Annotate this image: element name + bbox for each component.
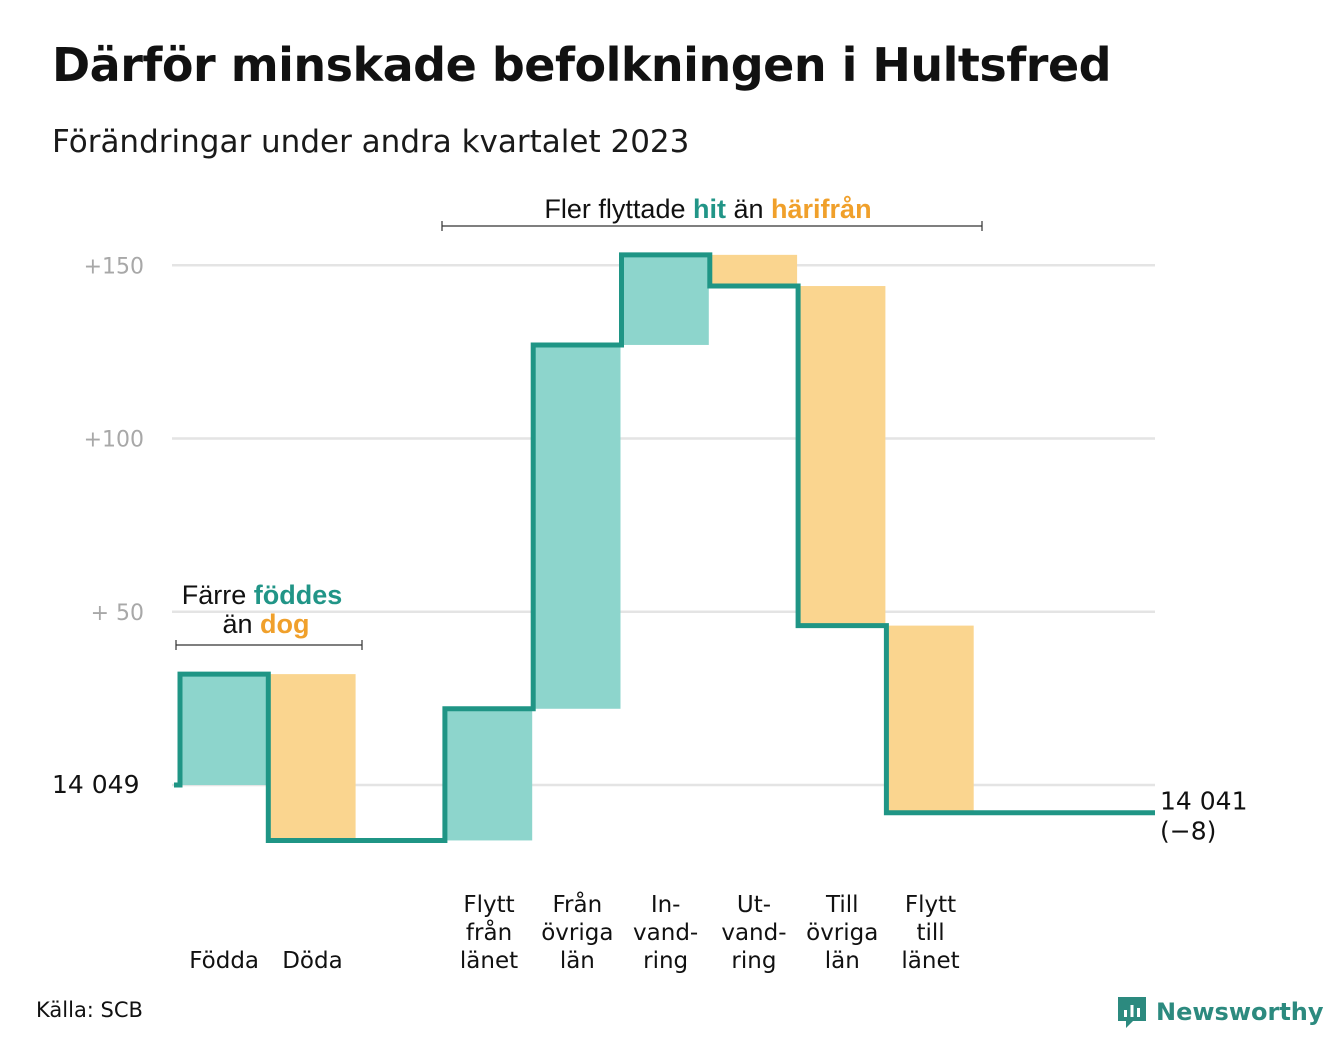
newsworthy-logo-icon xyxy=(1118,997,1146,1028)
source-note: Källa: SCB xyxy=(36,998,143,1022)
brand-name: Newsworthy xyxy=(1156,998,1324,1026)
bar-layer xyxy=(180,254,974,841)
waterfall-bar xyxy=(798,286,886,626)
annotation-part: än xyxy=(222,609,260,639)
category-label: In- xyxy=(651,892,681,918)
annotation-migration: Fler flyttade hit än härifrån xyxy=(544,194,871,224)
category-label: Från xyxy=(553,890,603,918)
category-label: Flytt xyxy=(905,892,956,918)
category-label: län xyxy=(825,948,860,974)
category-label: ring xyxy=(643,948,688,974)
chart-title: Därför minskade befolkningen i Hultsfred xyxy=(52,38,1112,92)
chart-subtitle: Förändringar under andra kvartalet 2023 xyxy=(52,124,690,160)
annotation-part: Färre xyxy=(182,580,254,610)
category-label: till xyxy=(916,920,944,946)
annotation-bracket xyxy=(441,221,983,231)
category-label: län xyxy=(560,948,595,974)
y-tick-label: +100 xyxy=(84,428,144,453)
end-change-label: (−8) xyxy=(1160,817,1216,846)
y-tick-label: +150 xyxy=(84,254,144,279)
annotation-part: dog xyxy=(260,609,309,639)
category-label: länet xyxy=(460,948,518,974)
annotation-births-deaths-line2: än dog xyxy=(222,609,309,639)
waterfall-bar xyxy=(180,674,268,785)
brand-logo: Newsworthy xyxy=(1116,994,1324,1030)
waterfall-bar xyxy=(268,674,356,841)
annotation-part: än xyxy=(726,194,771,224)
population-step-line xyxy=(174,252,1155,843)
waterfall-bar xyxy=(709,254,798,287)
category-label: från xyxy=(466,918,512,946)
category-label: Till xyxy=(825,892,859,918)
y-tick-label: + 50 xyxy=(91,601,144,626)
category-label: Födda xyxy=(189,948,259,974)
category-label: Ut- xyxy=(737,892,771,918)
category-label: Flytt xyxy=(463,892,514,918)
annotation-part: härifrån xyxy=(771,194,872,224)
waterfall-bar xyxy=(621,254,709,345)
category-label: länet xyxy=(901,948,959,974)
waterfall-bar xyxy=(444,708,533,841)
category-label: övriga xyxy=(541,920,613,946)
annotation-part: Fler flyttade xyxy=(544,194,693,224)
annotation-part: föddes xyxy=(254,580,343,610)
category-label: vand- xyxy=(633,920,698,946)
annotation-bracket xyxy=(175,640,363,650)
annotation-part: hit xyxy=(693,194,726,224)
end-value-label: 14 041 xyxy=(1160,787,1247,816)
waterfall-bar xyxy=(886,625,974,813)
annotation-births-deaths: Färre föddes xyxy=(182,580,343,610)
category-label: ring xyxy=(731,948,776,974)
category-label: Döda xyxy=(282,948,342,974)
category-label: övriga xyxy=(806,920,878,946)
line-layer xyxy=(174,252,1155,843)
waterfall-bar xyxy=(533,344,621,709)
start-value-label: 14 049 xyxy=(52,770,139,799)
category-label: vand- xyxy=(721,920,786,946)
